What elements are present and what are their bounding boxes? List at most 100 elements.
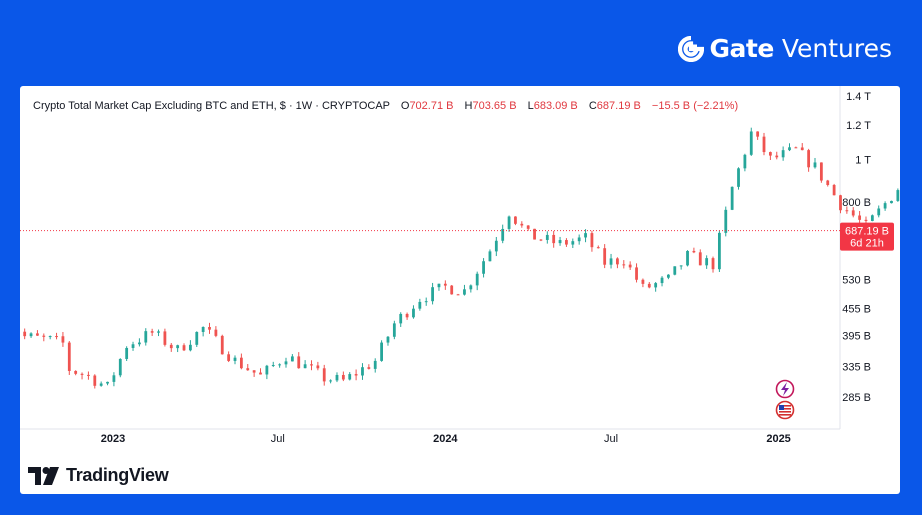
candle-body (125, 347, 129, 359)
candle-body (813, 162, 817, 168)
candle-body (322, 368, 326, 382)
candle-body (246, 368, 250, 371)
candle-body (131, 344, 135, 348)
candle-body (851, 210, 855, 216)
candle-body (87, 374, 90, 376)
candle-body (469, 285, 473, 290)
candlestick-chart[interactable]: 285 B 335 B 395 B 455 B 530 B 800 B 1 T 1.2 T 1.… (20, 86, 900, 494)
y-tick-label: 530 B (842, 275, 871, 287)
candle-body (800, 147, 804, 151)
flag-stripe (779, 408, 791, 410)
brand-gate: Gate (709, 34, 775, 63)
candle-body (316, 365, 320, 369)
y-tick-label: 335 B (842, 361, 871, 373)
candle-body (361, 367, 364, 376)
candle-body (475, 273, 479, 286)
candle-body (329, 380, 333, 382)
x-tick-label: Jul (604, 433, 618, 445)
candle-body (23, 331, 27, 337)
candle-body (118, 358, 122, 376)
lightning-glyph (781, 382, 789, 396)
candle-body (201, 326, 205, 332)
candle-body (845, 210, 849, 212)
candle-body (673, 266, 677, 275)
y-tick-label: 1.2 T (846, 120, 871, 132)
candle-body (526, 225, 530, 229)
candle-body (737, 168, 740, 187)
candle-body (55, 336, 58, 338)
candle-body (698, 252, 702, 266)
candle-body (711, 258, 715, 270)
y-tick-label: 1.4 T (846, 91, 871, 103)
candle-body (667, 274, 670, 278)
gate-ventures-logo: Gate Ventures (677, 34, 892, 63)
candle-body (603, 248, 607, 265)
candle-body (67, 342, 71, 371)
candle-body (558, 240, 562, 244)
candle-body (412, 308, 415, 318)
candle-body (208, 326, 211, 330)
candle-body (533, 228, 536, 240)
flag-stripe (779, 411, 791, 413)
legend-change: −15.5 B (−2.21%) (651, 100, 739, 112)
candle-body (647, 283, 651, 288)
candle-body (870, 215, 874, 221)
candle-body (609, 258, 613, 265)
candle-body (762, 136, 766, 153)
y-tick-label: 285 B (842, 392, 871, 404)
flag-canton (779, 405, 784, 410)
candle-body (29, 333, 33, 337)
candle-body (730, 186, 734, 210)
candle-body (437, 283, 441, 288)
candle-body (424, 301, 428, 303)
candle-body (252, 370, 256, 373)
legend-close-label: C (588, 100, 597, 112)
candle-body (545, 234, 549, 240)
candle-body (890, 200, 893, 204)
candle-body (380, 342, 383, 361)
candle-body (112, 375, 116, 382)
gate-logo-icon (677, 35, 704, 62)
candle-body (290, 356, 294, 362)
tradingview-icon (28, 466, 59, 485)
y-tick-label: 395 B (842, 330, 871, 342)
candle-body (883, 203, 887, 209)
candle-body (259, 372, 262, 375)
candle-body (61, 336, 65, 343)
candle-body (749, 131, 753, 155)
candle-body (163, 331, 167, 345)
candle-body (768, 152, 772, 156)
candle-body (456, 294, 460, 296)
candle-body (807, 150, 811, 168)
candle-body (794, 147, 798, 149)
candle-body (788, 147, 791, 151)
candle-body (106, 381, 109, 384)
candle-body (399, 313, 403, 324)
candle-body (482, 261, 485, 274)
candle-body (348, 374, 352, 380)
candle-body (756, 131, 760, 137)
flag-stripe (779, 414, 791, 416)
candle-body (552, 234, 556, 244)
tradingview-logo[interactable]: TradingView (28, 465, 169, 486)
candle-body (635, 267, 638, 280)
candle-body (832, 184, 836, 196)
candle-body (858, 215, 862, 220)
candle-body (514, 216, 517, 224)
candle-body (565, 240, 568, 245)
candle-body (717, 232, 721, 270)
last-price-value: 687.19 B (845, 226, 889, 238)
candle-body (405, 313, 409, 318)
candle-body (335, 374, 339, 381)
legend-title: Crypto Total Market Cap Excluding BTC an… (33, 100, 390, 112)
candle-body (80, 373, 84, 375)
candle-body (577, 237, 581, 242)
y-tick-label: 1 T (855, 155, 871, 167)
candle-body (443, 283, 447, 286)
candle-body (271, 365, 275, 367)
tradingview-label: TradingView (66, 465, 169, 485)
candle-body (354, 374, 358, 376)
candle-body (679, 265, 683, 267)
candle-body (227, 354, 231, 361)
candle-body (877, 208, 881, 216)
